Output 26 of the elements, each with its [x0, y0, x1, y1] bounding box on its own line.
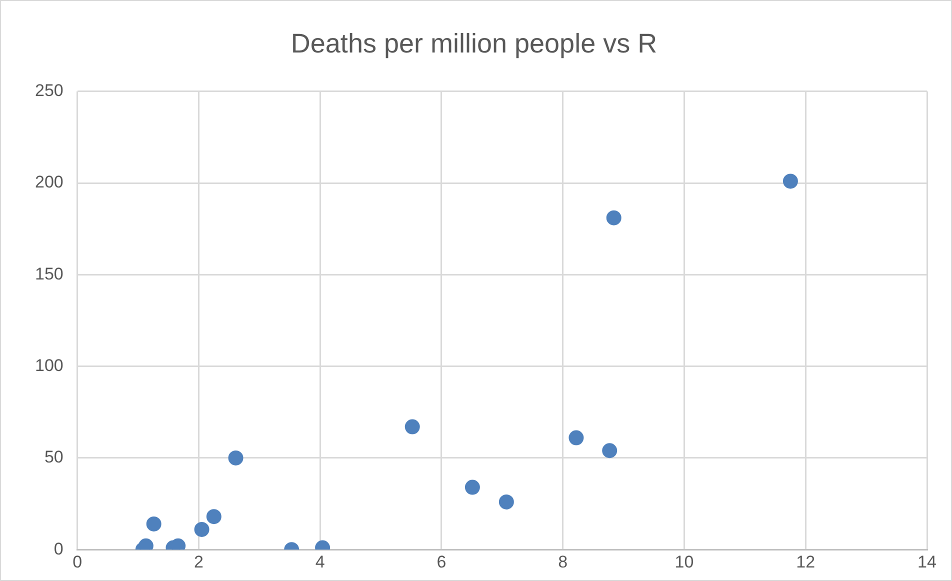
point: [206, 509, 222, 524]
point: [606, 210, 622, 226]
point: [404, 419, 420, 434]
y-tick-label: 50: [44, 448, 64, 467]
x-tick-label: 12: [796, 552, 816, 572]
point: [498, 494, 514, 510]
chart-title: Deaths per million people vs R: [290, 28, 658, 59]
point: [146, 516, 162, 532]
y-tick-label: 0: [54, 539, 64, 558]
x-tick-label: 4: [315, 552, 325, 572]
x-tick-label: 0: [72, 552, 82, 572]
point: [194, 522, 210, 537]
point: [568, 430, 584, 446]
point: [602, 443, 618, 458]
point: [228, 450, 244, 466]
x-tick-label: 2: [194, 552, 204, 572]
point: [464, 480, 480, 495]
x-tick-label: 6: [436, 552, 446, 572]
y-tick-label: 250: [34, 81, 64, 100]
x-tick-label: 8: [558, 552, 568, 572]
point: [782, 174, 798, 189]
x-tick-label: 10: [674, 552, 694, 572]
y-tick-label: 200: [34, 172, 64, 192]
y-tick-label: 150: [34, 264, 64, 284]
y-tick-label: 100: [34, 356, 64, 376]
x-tick-label: 14: [918, 552, 936, 572]
